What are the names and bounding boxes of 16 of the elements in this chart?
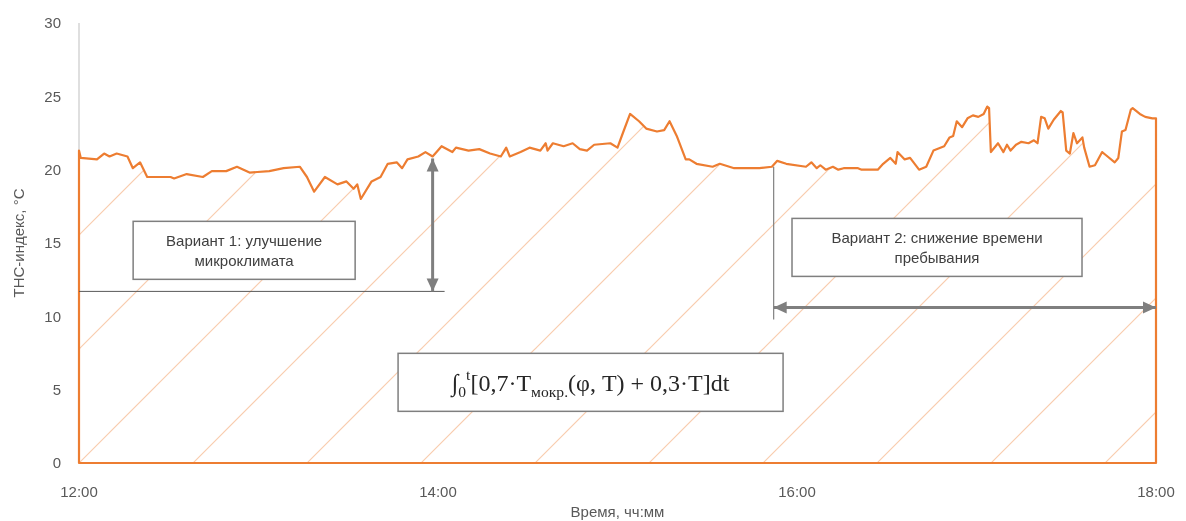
x-axis-title: Время, чч:мм xyxy=(570,503,665,520)
annotation: Вариант 2: снижение времени пребывания xyxy=(831,228,1043,266)
y-axis-title: ТНС-индекс, °C xyxy=(10,188,27,298)
x-tick-label: 16:00 xyxy=(778,483,816,500)
annotation: ∫$_{0}$$^{t}$[0,7·T$_{мокр.}$(φ, T) + 0,3·T]dt xyxy=(449,365,730,400)
x-tick-label: 14:00 xyxy=(419,483,457,500)
y-tick-label: 0 xyxy=(52,454,61,472)
annotation: Вариант 1: улучшение микроклимата xyxy=(166,231,323,269)
y-tick-label: 10 xyxy=(44,307,61,325)
y-tick-label: 15 xyxy=(44,234,61,252)
y-tick-label: 20 xyxy=(44,160,61,178)
x-tick-label: 12:00 xyxy=(60,483,98,500)
y-tick-label: 25 xyxy=(44,87,61,105)
y-tick-label: 5 xyxy=(52,380,61,398)
y-tick-label: 30 xyxy=(44,14,61,32)
x-tick-label: 18:00 xyxy=(1137,483,1175,500)
